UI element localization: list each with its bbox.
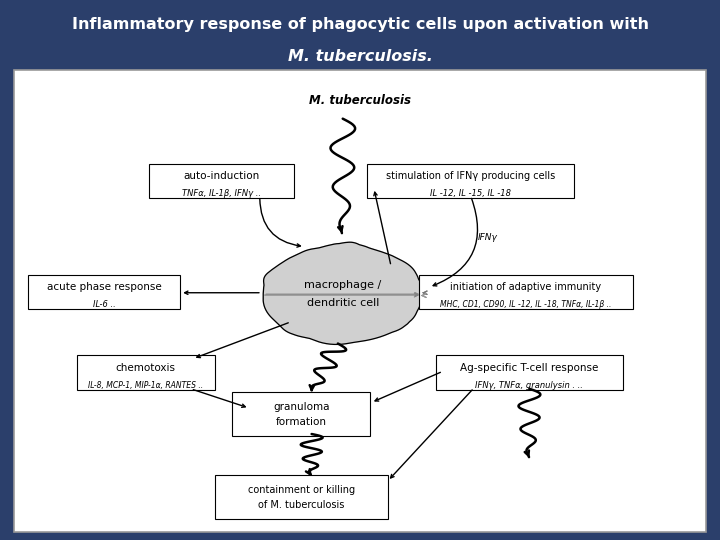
FancyBboxPatch shape	[367, 164, 575, 198]
Text: acute phase response: acute phase response	[47, 282, 161, 292]
FancyBboxPatch shape	[215, 475, 387, 519]
FancyBboxPatch shape	[436, 355, 623, 390]
Text: granuloma: granuloma	[273, 402, 330, 412]
Text: M. tuberculosis.: M. tuberculosis.	[287, 49, 433, 64]
Text: formation: formation	[276, 416, 327, 427]
Text: Inflammatory response of phagocytic cells upon activation with: Inflammatory response of phagocytic cell…	[71, 17, 649, 32]
FancyArrowPatch shape	[422, 294, 426, 298]
FancyBboxPatch shape	[149, 164, 294, 198]
Text: IL -12, IL -15, IL -18: IL -12, IL -15, IL -18	[430, 190, 511, 198]
FancyBboxPatch shape	[419, 274, 633, 309]
Text: stimulation of IFNγ producing cells: stimulation of IFNγ producing cells	[386, 171, 555, 181]
Text: macrophage /: macrophage /	[304, 280, 382, 290]
FancyBboxPatch shape	[232, 392, 370, 436]
Polygon shape	[263, 242, 423, 345]
Text: initiation of adaptive immunity: initiation of adaptive immunity	[450, 282, 601, 292]
Text: auto-induction: auto-induction	[184, 171, 260, 181]
Text: IFNγ, TNFα, granulysin . ..: IFNγ, TNFα, granulysin . ..	[475, 381, 583, 390]
Text: IL-6 ..: IL-6 ..	[93, 300, 116, 309]
Text: chemotoxis: chemotoxis	[116, 363, 176, 373]
Text: Ag-specific T-cell response: Ag-specific T-cell response	[460, 363, 598, 373]
Text: MHC, CD1, CD90, IL -12, IL -18, TNFα, IL-1β ..: MHC, CD1, CD90, IL -12, IL -18, TNFα, IL…	[440, 300, 611, 309]
Text: IL-8, MCP-1, MIP-1α, RANTES ..: IL-8, MCP-1, MIP-1α, RANTES ..	[88, 381, 203, 390]
FancyBboxPatch shape	[76, 355, 215, 390]
FancyBboxPatch shape	[14, 70, 706, 532]
Text: IFNγ: IFNγ	[478, 233, 498, 242]
Text: containment or killing: containment or killing	[248, 485, 355, 495]
Text: M. tuberculosis: M. tuberculosis	[309, 94, 411, 107]
FancyBboxPatch shape	[28, 274, 180, 309]
Text: dendritic cell: dendritic cell	[307, 299, 379, 308]
Text: of M. tuberculosis: of M. tuberculosis	[258, 500, 344, 510]
Text: TNFα, IL-1β, IFNγ ..: TNFα, IL-1β, IFNγ ..	[182, 190, 261, 198]
